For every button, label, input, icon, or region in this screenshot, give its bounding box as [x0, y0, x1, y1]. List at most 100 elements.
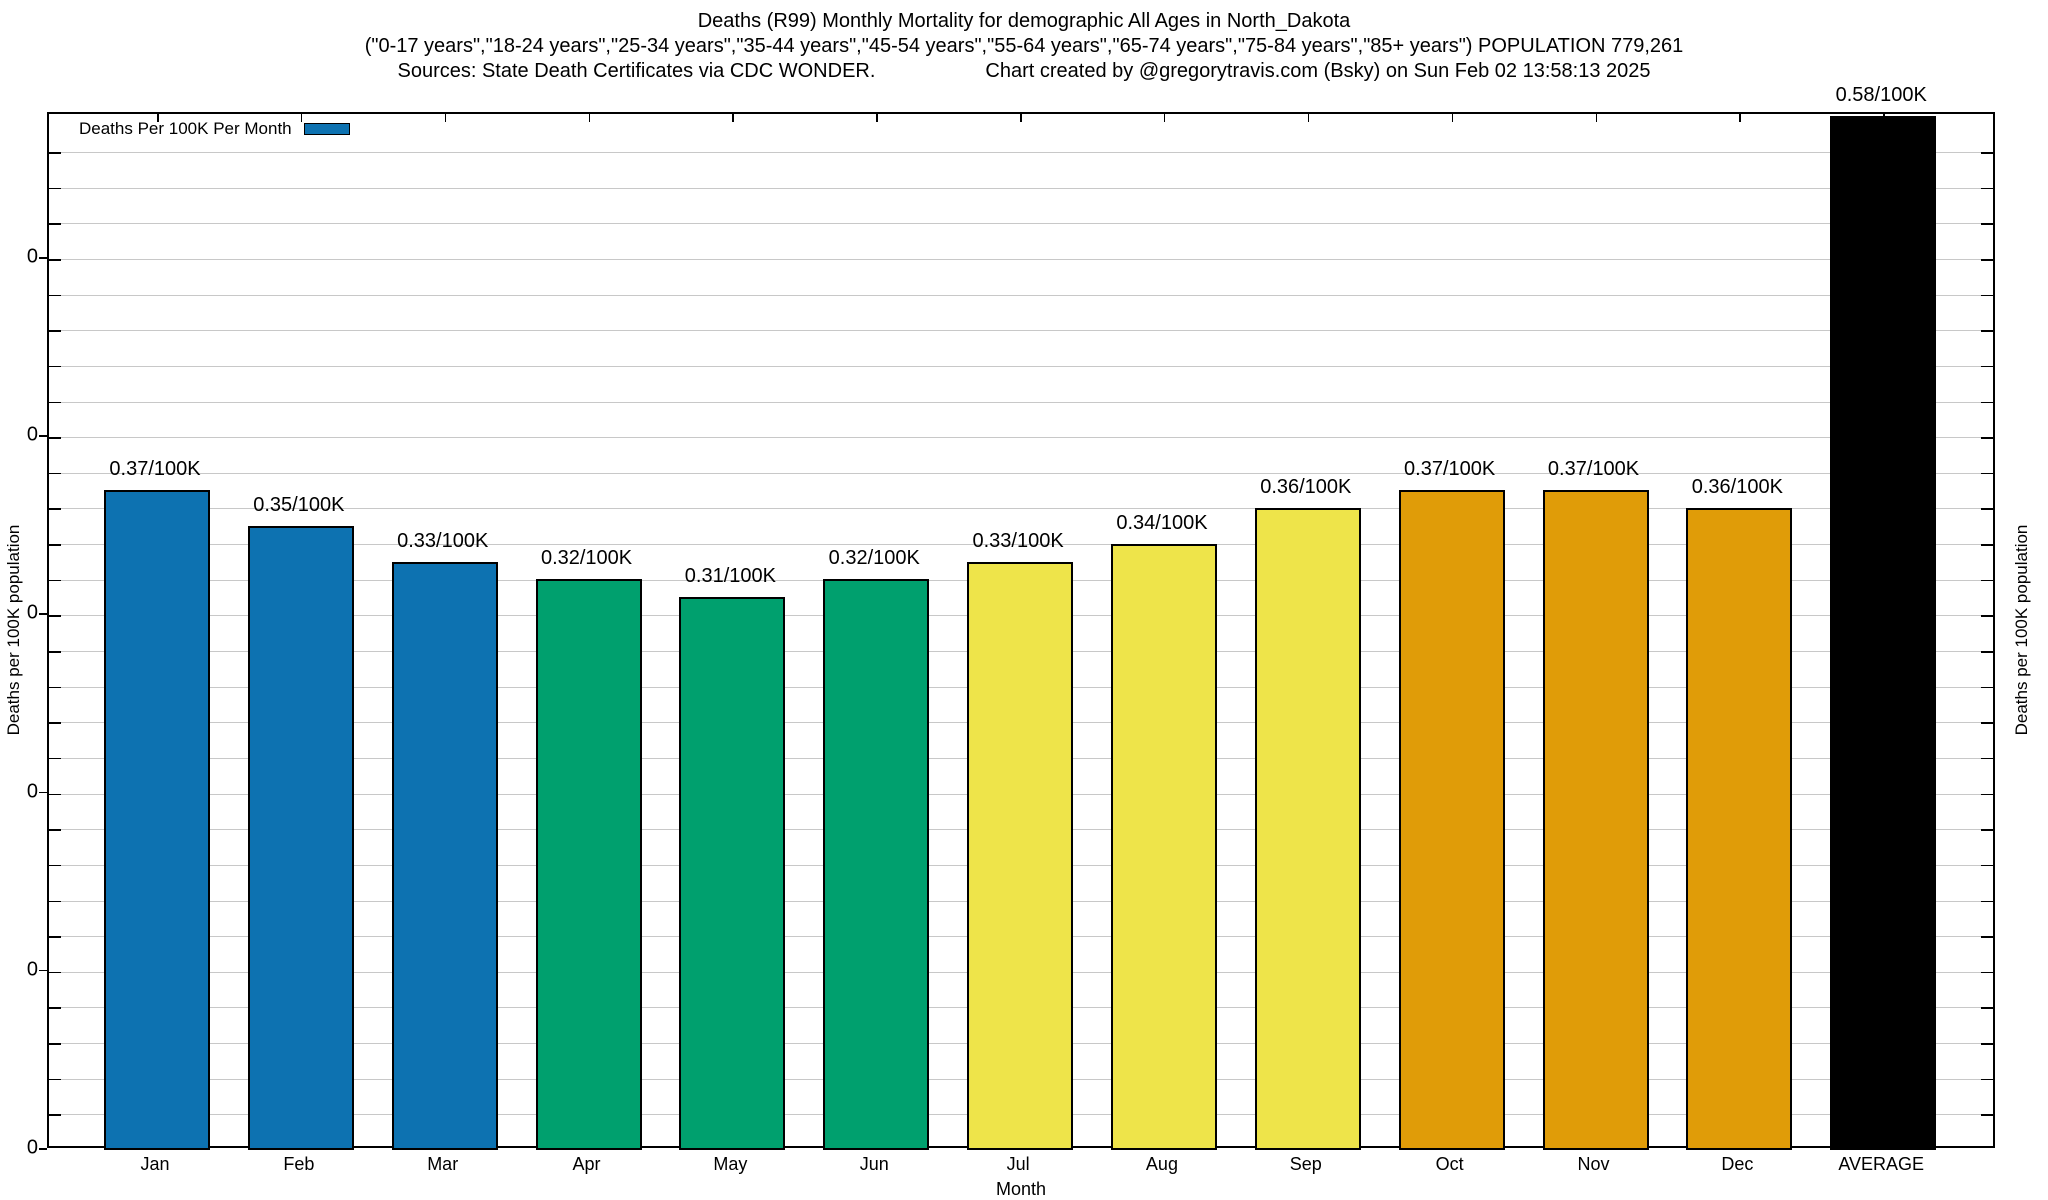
left-axis-tick — [49, 401, 61, 404]
right-axis-tick — [1981, 187, 1993, 190]
bar-value-label: 0.37/100K — [109, 458, 201, 481]
bar-value-label: 0.33/100K — [397, 529, 489, 552]
bar-apr — [535, 579, 642, 1150]
left-axis-tick — [49, 864, 61, 867]
left-axis-tick — [49, 757, 61, 760]
right-axis-tick — [1981, 365, 1993, 368]
bar-oct — [1398, 490, 1505, 1150]
left-axis-tick — [49, 936, 61, 938]
y-major-tick — [39, 969, 47, 972]
x-tick-label-dec: Dec — [1721, 1154, 1754, 1174]
right-axis-tick — [1981, 1114, 1993, 1116]
x-top-tick — [732, 114, 734, 122]
right-axis-tick — [1981, 330, 1993, 332]
left-axis-tick — [49, 259, 61, 261]
y-major-tick — [39, 1148, 47, 1150]
left-axis-tick — [49, 686, 61, 689]
left-axis-tick — [49, 579, 61, 582]
y-axis-label-right: Deaths per 100K population — [2012, 524, 2031, 736]
bar-value-label: 0.36/100K — [1260, 476, 1352, 499]
right-axis-tick — [1981, 651, 1993, 653]
gridline — [49, 294, 1993, 296]
x-tick-label-average: AVERAGE — [1838, 1154, 1925, 1174]
bar-value-label: 0.35/100K — [253, 493, 345, 516]
bar-value-label: 0.58/100K — [1835, 84, 1927, 106]
bar-feb — [247, 525, 354, 1150]
x-top-tick — [300, 114, 303, 122]
right-axis-tick — [1981, 1078, 1993, 1081]
right-axis-tick — [1981, 615, 1993, 617]
y-tick-label: 0 — [26, 780, 38, 803]
left-axis-tick — [49, 793, 61, 796]
x-tick-label-may: May — [713, 1154, 748, 1174]
x-tick-label-sep: Sep — [1289, 1154, 1322, 1174]
bar-jan — [104, 490, 210, 1150]
left-axis-tick — [49, 187, 61, 190]
y-major-tick — [39, 435, 47, 437]
right-axis-tick — [1981, 900, 1993, 903]
gridline — [49, 187, 1993, 189]
x-tick-label-nov: Nov — [1577, 1154, 1610, 1174]
x-tick-label-jun: Jun — [859, 1154, 889, 1174]
right-axis-tick — [1981, 936, 1993, 938]
left-axis-tick — [49, 1114, 61, 1116]
bar-dec — [1686, 508, 1793, 1150]
x-top-tick — [444, 114, 447, 122]
left-axis-tick — [49, 472, 61, 475]
gridline — [49, 544, 1993, 546]
right-axis-tick — [1981, 579, 1993, 582]
gridline — [49, 437, 1993, 439]
x-top-tick — [1739, 114, 1741, 122]
left-axis-tick — [49, 152, 61, 154]
bar-jun — [823, 579, 930, 1150]
right-axis-tick — [1981, 223, 1993, 225]
right-axis-tick — [1981, 259, 1993, 261]
x-tick-label-aug: Aug — [1145, 1154, 1178, 1174]
x-tick-label-jan: Jan — [140, 1154, 170, 1174]
bar-nov — [1542, 490, 1649, 1150]
bar-value-label: 0.36/100K — [1691, 476, 1783, 499]
right-axis-tick — [1981, 544, 1993, 546]
bar-average — [1830, 116, 1937, 1150]
right-axis-tick — [1981, 686, 1993, 689]
x-tick-label-mar: Mar — [427, 1154, 459, 1174]
bar-value-label: 0.37/100K — [1547, 458, 1640, 481]
right-axis-tick — [1981, 1007, 1993, 1009]
sources-text: Sources: State Death Certificates via CD… — [397, 60, 876, 82]
right-axis-tick — [1981, 1043, 1993, 1045]
x-tick-label-feb: Feb — [283, 1154, 315, 1174]
gridline — [49, 152, 1993, 154]
bar-aug — [1110, 543, 1217, 1150]
left-axis-tick — [49, 722, 61, 724]
x-top-tick — [1163, 114, 1166, 122]
left-axis-tick — [49, 437, 61, 439]
bar-value-label: 0.31/100K — [684, 565, 776, 588]
left-axis-tick — [49, 223, 61, 225]
bar-jul — [967, 561, 1074, 1150]
left-axis-tick — [49, 1078, 61, 1081]
left-axis-tick — [49, 330, 61, 332]
left-axis-tick — [49, 615, 61, 617]
bar-sep — [1254, 508, 1361, 1150]
chart-title: Deaths (R99) Monthly Mortality for demog… — [697, 10, 1351, 32]
y-major-tick — [39, 613, 47, 615]
y-major-tick — [39, 257, 47, 259]
x-axis-label: Month — [995, 1179, 1047, 1199]
x-top-tick — [1451, 114, 1454, 122]
y-tick-label: 0 — [26, 245, 38, 268]
y-tick-label: 0 — [26, 1136, 38, 1159]
gridline — [49, 508, 1993, 510]
left-axis-tick — [49, 508, 61, 510]
left-axis-tick — [49, 294, 61, 297]
attribution-text: Chart created by @gregorytravis.com (Bsk… — [985, 60, 1651, 82]
x-tick-label-apr: Apr — [572, 1154, 601, 1174]
left-axis-tick — [49, 829, 61, 831]
right-axis-tick — [1981, 971, 1993, 974]
left-axis-tick — [49, 651, 61, 653]
legend-label: Deaths Per 100K Per Month — [79, 119, 292, 138]
bar-value-label: 0.37/100K — [1404, 458, 1496, 481]
right-axis-tick — [1981, 757, 1993, 760]
y-major-tick — [39, 791, 47, 794]
plot-area: Deaths Per 100K Per Month — [47, 112, 1995, 1150]
